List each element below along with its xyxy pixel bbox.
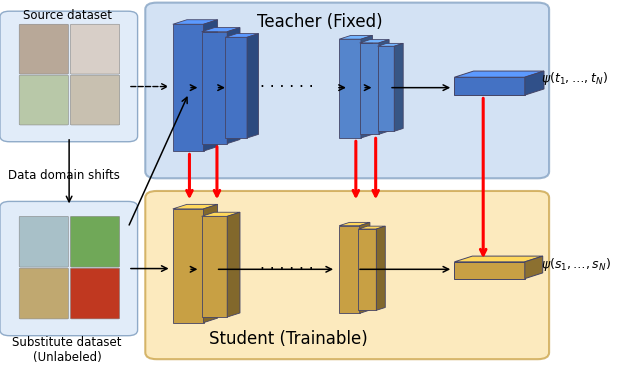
FancyBboxPatch shape (145, 191, 549, 359)
Polygon shape (173, 20, 218, 24)
Text: Substitute dataset
(Unlabeled): Substitute dataset (Unlabeled) (12, 336, 122, 364)
Text: Teacher (Fixed): Teacher (Fixed) (257, 13, 383, 31)
Polygon shape (376, 226, 385, 310)
Text: $\psi(t_1,\ldots,t_N)$: $\psi(t_1,\ldots,t_N)$ (541, 70, 607, 87)
Polygon shape (204, 20, 218, 151)
Polygon shape (360, 40, 389, 43)
FancyBboxPatch shape (145, 3, 549, 178)
Polygon shape (361, 35, 372, 138)
FancyBboxPatch shape (70, 75, 120, 125)
Polygon shape (225, 34, 259, 37)
Polygon shape (454, 262, 525, 279)
FancyBboxPatch shape (0, 11, 138, 142)
Text: · · · · · ·: · · · · · · (260, 80, 314, 95)
Polygon shape (227, 28, 240, 144)
FancyBboxPatch shape (19, 24, 68, 74)
Text: · · · · · ·: · · · · · · (260, 262, 314, 277)
Polygon shape (173, 204, 218, 209)
FancyBboxPatch shape (70, 268, 120, 319)
Polygon shape (360, 43, 379, 134)
Polygon shape (339, 35, 372, 39)
Polygon shape (339, 39, 361, 138)
Polygon shape (173, 24, 204, 151)
Polygon shape (202, 28, 240, 32)
FancyBboxPatch shape (70, 216, 120, 267)
Polygon shape (454, 256, 543, 262)
Polygon shape (525, 71, 544, 95)
FancyBboxPatch shape (0, 201, 138, 336)
Polygon shape (525, 256, 543, 279)
Polygon shape (379, 40, 389, 134)
Polygon shape (202, 32, 227, 144)
Text: Student (Trainable): Student (Trainable) (209, 330, 367, 348)
Polygon shape (227, 212, 240, 317)
Text: Source dataset: Source dataset (22, 9, 112, 22)
FancyBboxPatch shape (19, 216, 68, 267)
Polygon shape (339, 226, 360, 313)
Polygon shape (358, 226, 385, 229)
Polygon shape (225, 37, 247, 138)
Polygon shape (339, 222, 370, 226)
Polygon shape (360, 222, 370, 313)
Polygon shape (202, 216, 227, 317)
Polygon shape (204, 204, 218, 323)
Polygon shape (454, 77, 525, 95)
FancyBboxPatch shape (70, 24, 120, 74)
Polygon shape (394, 43, 403, 131)
Text: $\psi(s_1,\ldots,s_N)$: $\psi(s_1,\ldots,s_N)$ (541, 256, 611, 273)
Polygon shape (173, 209, 204, 323)
Text: Data domain shifts: Data domain shifts (8, 169, 120, 182)
Polygon shape (247, 34, 259, 138)
Polygon shape (202, 212, 240, 216)
Polygon shape (378, 43, 403, 46)
Polygon shape (358, 229, 376, 310)
Polygon shape (454, 71, 544, 77)
Polygon shape (378, 46, 394, 131)
FancyBboxPatch shape (19, 75, 68, 125)
FancyBboxPatch shape (19, 268, 68, 319)
